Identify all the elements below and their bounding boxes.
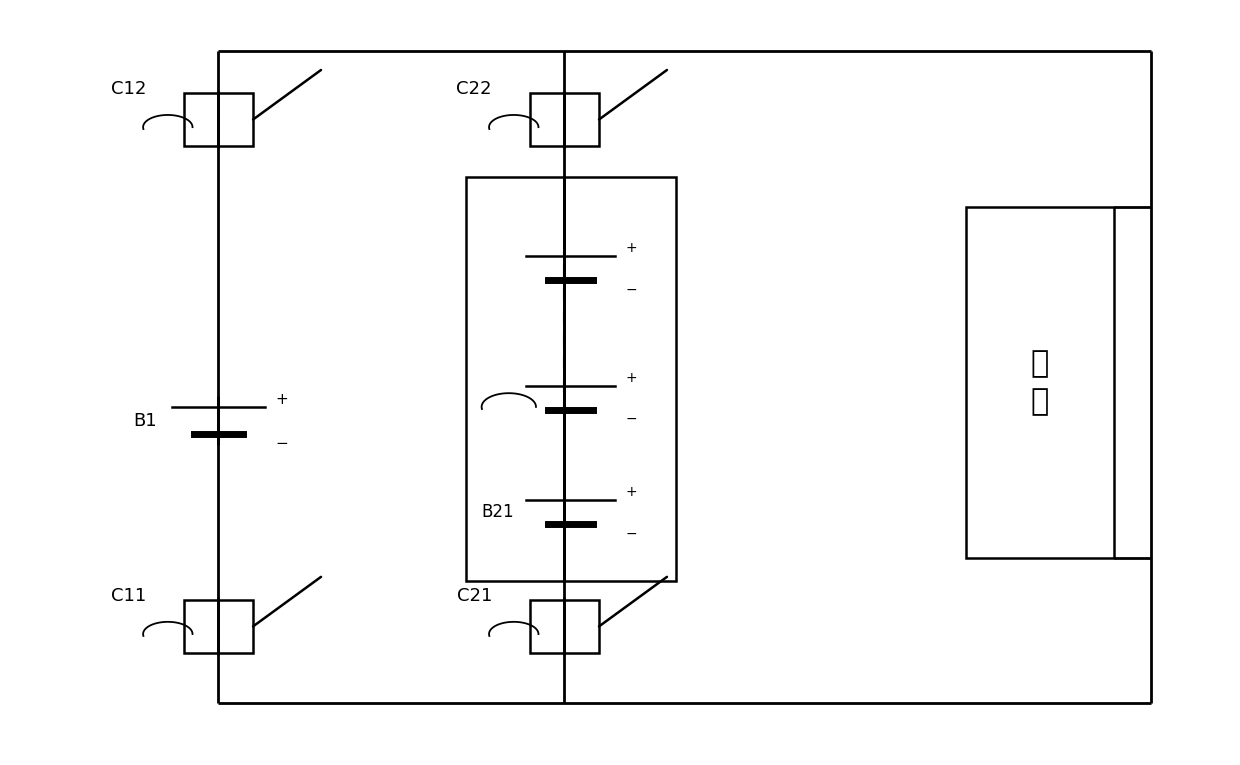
Text: −: − [625,526,637,540]
Text: +: + [625,241,637,256]
Bar [184,93,253,146]
Bar [529,93,599,146]
Text: C12: C12 [110,80,146,98]
Text: −: − [625,412,637,426]
Text: B21: B21 [481,503,513,521]
Text: C11: C11 [110,587,146,605]
Text: +: + [275,392,288,407]
Text: B1: B1 [133,412,156,430]
Text: −: − [625,282,637,297]
Bar [184,600,253,653]
Text: C21: C21 [456,587,492,605]
Text: 负
载: 负 载 [1030,349,1049,416]
Text: +: + [625,485,637,500]
Bar [529,600,599,653]
Text: C22: C22 [456,80,492,98]
Text: −: − [275,436,288,451]
Bar [465,177,676,581]
Bar [966,207,1115,558]
Text: +: + [625,371,637,385]
